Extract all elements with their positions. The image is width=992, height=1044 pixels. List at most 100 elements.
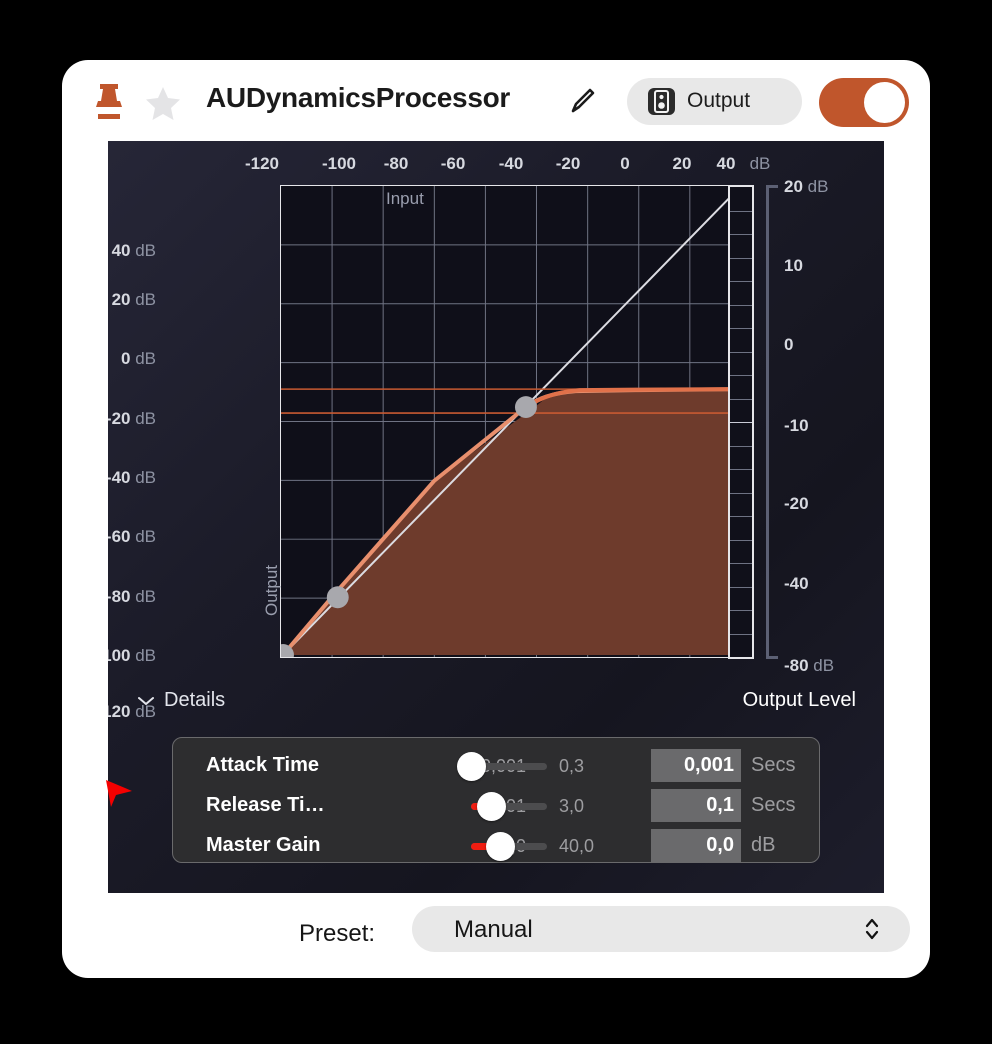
graph-y-axis: 40 dB 20 dB 0 dB -20 dB -40 dB -60 dB -80 dB -1… [108, 141, 278, 721]
plugin-window: AUDynamicsProcessor Output [62, 60, 930, 978]
meter-tick-label: -40 [784, 574, 809, 593]
parameter-value: 0,1 [706, 794, 734, 816]
meter-tick [730, 281, 752, 282]
meter-scale-bar [766, 185, 780, 659]
meter-tick [730, 469, 752, 470]
details-toggle[interactable]: Details [138, 689, 225, 712]
x-tick-label: -40 [498, 154, 524, 173]
output-level-meter [728, 185, 754, 659]
preset-select[interactable]: Manual [412, 906, 910, 952]
x-tick-label: -120 [244, 154, 280, 173]
x-tick-label: -60 [440, 154, 466, 173]
meter-tick [730, 257, 752, 259]
meter-tick [730, 398, 752, 400]
preset-value: Manual [454, 916, 533, 943]
preset-label: Preset: [299, 920, 376, 947]
parameter-name: Release Ti… [206, 794, 325, 816]
output-button[interactable]: Output [627, 78, 802, 125]
parameter-value: 0,0 [706, 834, 734, 856]
meter-tick [730, 610, 752, 611]
parameter-value: 0,001 [683, 754, 734, 776]
meter-tick-label: 20 dB [784, 177, 829, 196]
meter-tick [730, 516, 752, 517]
parameter-value-field[interactable]: 0,1 [651, 789, 741, 822]
slider-thumb[interactable] [476, 792, 506, 821]
chevron-updown-icon [864, 916, 880, 942]
x-tick-label: -80 [383, 154, 409, 173]
parameter-max: 3,0 [559, 796, 585, 816]
meter-tick-label: 10 [784, 256, 803, 275]
y-tick-label: -120 dB [108, 702, 156, 721]
meter-tick [730, 328, 752, 329]
power-toggle[interactable] [819, 78, 909, 127]
meter-tick [730, 351, 752, 353]
y-tick-label: 20 dB [111, 290, 156, 309]
parameter-max: 0,3 [559, 756, 585, 776]
graph-plot-area[interactable] [272, 185, 750, 666]
meter-tick-label: 0 [784, 335, 794, 354]
x-tick-label: 40 [716, 154, 736, 173]
y-tick-label: 40 dB [111, 241, 156, 260]
meter-tick [730, 539, 752, 541]
slider-fill [471, 843, 500, 850]
page-title: AUDynamicsProcessor [206, 82, 510, 113]
output-button-label: Output [687, 89, 751, 112]
graph-output-label: Output [262, 564, 281, 616]
x-tick-label: -100 [321, 154, 357, 173]
meter-tick [730, 234, 752, 235]
parameter-unit: Secs [751, 794, 796, 816]
graph-input-label: Input [386, 189, 424, 208]
plugin-body: -120 -100 -80 -60 -40 -20 0 20 40 dB 40 dB 20 dB 0 … [108, 141, 884, 893]
parameter-slider[interactable] [471, 832, 547, 861]
mouse-cursor [105, 779, 135, 809]
graph-x-axis: -120 -100 -80 -60 -40 -20 0 20 40 dB [108, 154, 884, 178]
meter-tick [730, 422, 752, 423]
speaker-icon [648, 88, 675, 115]
details-toggle-label: Details [164, 689, 226, 711]
transfer-curve-graph[interactable]: -120 -100 -80 -60 -40 -20 0 20 40 dB 40 dB 20 dB 0 … [108, 141, 884, 721]
meter-tick [730, 445, 752, 447]
meter-tick-label: -80 dB [784, 656, 835, 675]
parameter-unit: dB [751, 834, 776, 856]
window-header: AUDynamicsProcessor Output [62, 60, 930, 144]
y-tick-label: 0 dB [121, 349, 156, 368]
meter-tick [730, 563, 752, 564]
handle-knee [514, 396, 537, 419]
parameter-max: 40,0 [559, 836, 595, 856]
pushpin-icon[interactable] [90, 80, 128, 124]
parameter-value-field[interactable]: 0,001 [651, 749, 741, 782]
meter-tick-label: -20 [784, 494, 809, 513]
meter-tick [730, 586, 752, 588]
toggle-knob [864, 82, 905, 123]
x-tick-label: 0 [620, 154, 630, 173]
y-tick-label: -60 dB [108, 527, 156, 546]
parameter-name: Attack Time [206, 754, 320, 776]
handle-low [326, 586, 349, 609]
star-icon[interactable] [144, 84, 182, 122]
chevron-down-icon [138, 689, 154, 712]
meter-tick [730, 304, 752, 306]
parameter-value-field[interactable]: 0,0 [651, 829, 741, 862]
parameter-unit: Secs [751, 754, 796, 776]
parameter-slider[interactable] [471, 792, 547, 821]
pencil-icon[interactable] [567, 86, 597, 116]
output-level-label: Output Level [742, 689, 856, 711]
meter-tick [730, 633, 752, 635]
parameter-row: Master Gain-40,040,00,0dB [173, 826, 819, 866]
slider-thumb[interactable] [485, 832, 515, 861]
meter-tick [730, 375, 752, 376]
parameter-slider[interactable] [457, 752, 547, 781]
y-tick-label: -100 dB [108, 646, 156, 665]
x-tick-label: -20 [555, 154, 581, 173]
curve-svg [272, 186, 750, 666]
meter-tick-label: -10 [784, 416, 809, 435]
slider-thumb[interactable] [457, 752, 486, 781]
parameter-name: Master Gain [206, 834, 321, 856]
meter-tick [730, 210, 752, 212]
y-tick-label: -20 dB [108, 409, 156, 428]
x-axis-unit: dB [749, 154, 771, 173]
y-tick-label: -80 dB [108, 587, 156, 606]
